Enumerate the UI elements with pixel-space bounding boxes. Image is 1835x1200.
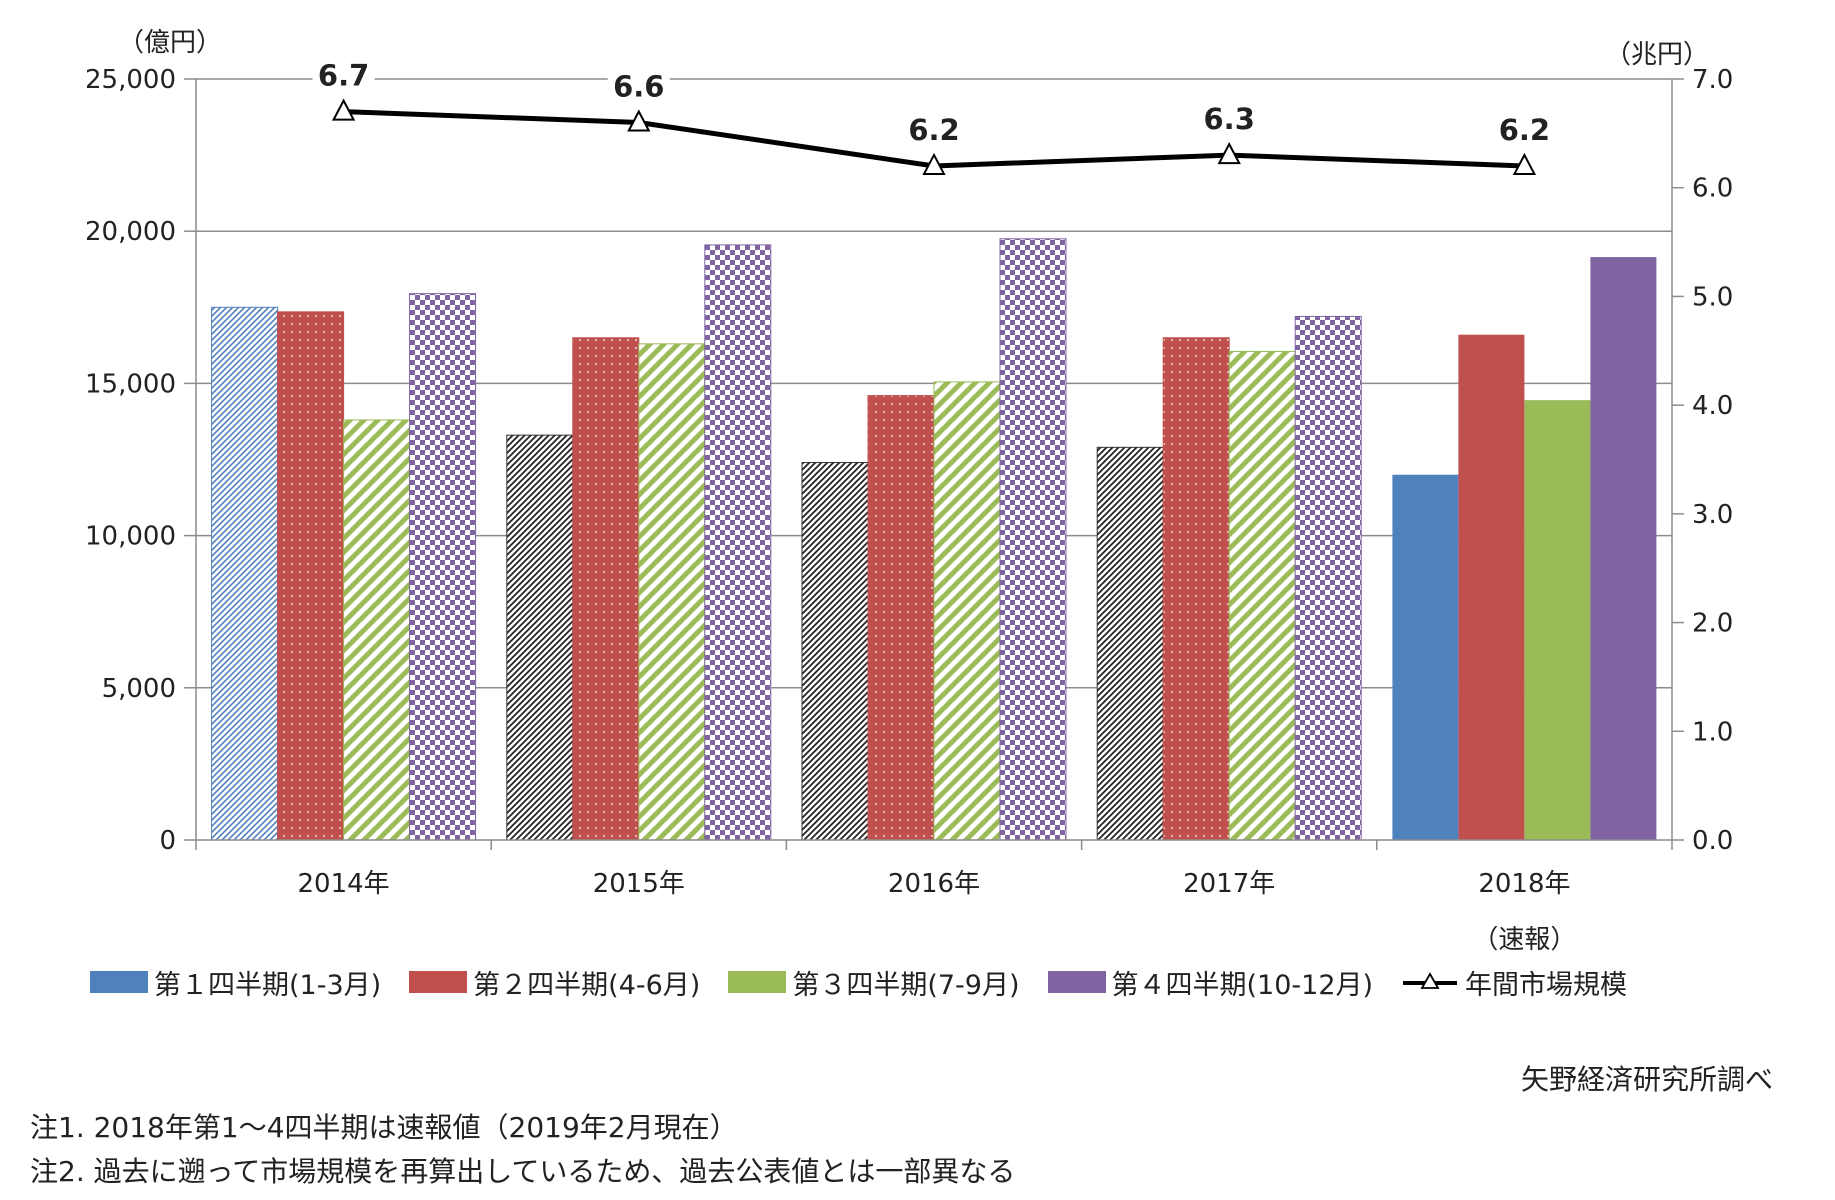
legend-item-q1: 第１四半期(1-3月): [90, 963, 381, 1002]
legend-label-q1: 第１四半期(1-3月): [154, 969, 382, 1001]
legend-swatch-q4: [1047, 971, 1106, 993]
bar-2-4: [1162, 337, 1230, 841]
annual-point-marker: [922, 152, 946, 175]
annual-label-bg: [312, 59, 375, 92]
legend-swatch-q3: [728, 971, 787, 993]
legend-item-q4: 第４四半期(10-12月): [1047, 963, 1374, 1002]
right-tick-label: 0.0: [1692, 826, 1733, 856]
x-tick-label: 2014年: [298, 869, 390, 899]
left-tick-label: 10,000: [85, 522, 176, 552]
legend-label-q4: 第４四半期(10-12月): [1111, 969, 1374, 1001]
legend-item-q2: 第２四半期(4-6月): [409, 963, 700, 1002]
bar-4-4: [1294, 315, 1362, 841]
annual-label-bg: [1198, 103, 1261, 136]
left-tick-label: 20,000: [85, 217, 176, 247]
left-tick-label: 0: [159, 826, 176, 856]
left-tick-label: 5,000: [102, 674, 176, 704]
right-tick-label: 1.0: [1692, 717, 1733, 747]
legend-label-q3: 第３四半期(7-9月): [792, 969, 1020, 1001]
bar-1-1: [211, 306, 279, 841]
left-tick-label: 15,000: [85, 369, 176, 399]
right-tick-label: 2.0: [1692, 609, 1733, 639]
bar-3-5: [1524, 400, 1591, 840]
bar-2-2: [572, 337, 640, 841]
legend-line-marker-icon: [1403, 972, 1458, 989]
bar-2-1: [277, 311, 345, 841]
x-tick-label: 2015年: [593, 869, 685, 899]
labels-group: 0 5,000 10,000 15,000 20,000 25,000 0.0 1.0 2.0 3…: [85, 65, 1733, 955]
annual-point-marker: [1512, 152, 1537, 175]
bar-1-2: [506, 434, 574, 841]
bar-1-3: [801, 462, 869, 841]
annual-label-bg: [1493, 113, 1556, 146]
annual-point-marker: [627, 109, 651, 132]
legend-item-q3: 第３四半期(7-9月): [728, 963, 1020, 1002]
annual-data-label: 6.3: [1204, 102, 1255, 136]
right-axis-unit: （兆円）: [1605, 40, 1710, 70]
x-tick-label: 2017年: [1183, 869, 1275, 899]
right-tick-label: 6.0: [1692, 174, 1733, 204]
legend-label-annual: 年間市場規模: [1465, 969, 1628, 1001]
bars-group: [211, 238, 1657, 841]
annual-data-label: 6.2: [908, 113, 959, 147]
right-tick-label: 5.0: [1692, 282, 1733, 312]
bar-4-2: [704, 244, 772, 841]
bar-3-3: [933, 381, 1001, 841]
bar-1-5: [1392, 474, 1459, 840]
left-tick-label: 25,000: [85, 65, 176, 95]
right-tick-label: 7.0: [1692, 65, 1733, 95]
note-1: 注1. 2018年第1～4四半期は速報値（2019年2月現在）: [30, 1111, 738, 1144]
bar-4-5: [1590, 257, 1657, 841]
annual-label-bg: [607, 70, 670, 103]
annual-line-group: 6.7 6.6 6.2 6.3 6.2: [312, 59, 1556, 175]
legend-swatch-q2: [409, 971, 468, 993]
legend: 第１四半期(1-3月) 第２四半期(4-6月) 第３四半期(7-9月) 第４四半…: [90, 960, 1655, 1004]
bar-3-4: [1228, 350, 1296, 841]
right-tick-label: 3.0: [1692, 500, 1733, 530]
left-axis-unit: （億円）: [118, 28, 223, 58]
annual-data-label: 6.2: [1499, 113, 1550, 147]
right-tick-label: 4.0: [1692, 391, 1733, 421]
legend-swatch-q1: [90, 971, 148, 993]
bar-2-5: [1458, 334, 1525, 840]
source-credit: 矢野経済研究所調べ: [1520, 1063, 1773, 1096]
annual-label-bg: [903, 113, 965, 146]
bar-2-3: [867, 395, 935, 841]
annual-point-marker: [331, 98, 356, 121]
x-tick-label: 2018年: [1478, 869, 1570, 899]
x-tick-label: 2016年: [888, 869, 980, 899]
annual-point-marker: [1217, 141, 1241, 165]
bar-4-3: [999, 238, 1067, 841]
bar-1-4: [1096, 446, 1164, 841]
axes-group: [184, 78, 1684, 850]
legend-label-q2: 第２四半期(4-6月): [473, 969, 701, 1001]
bar-4-1: [409, 293, 477, 841]
legend-item-annual: 年間市場規模: [1401, 963, 1627, 1002]
bar-3-2: [638, 343, 706, 841]
x-tick-sublabel: （速報）: [1472, 925, 1576, 955]
annual-data-label: 6.7: [318, 59, 369, 93]
note-2: 注2. 過去に遡って市場規模を再算出しているため、過去公表値とは一部異なる: [30, 1155, 1016, 1188]
bar-3-1: [343, 419, 411, 841]
annual-data-label: 6.6: [613, 69, 664, 103]
